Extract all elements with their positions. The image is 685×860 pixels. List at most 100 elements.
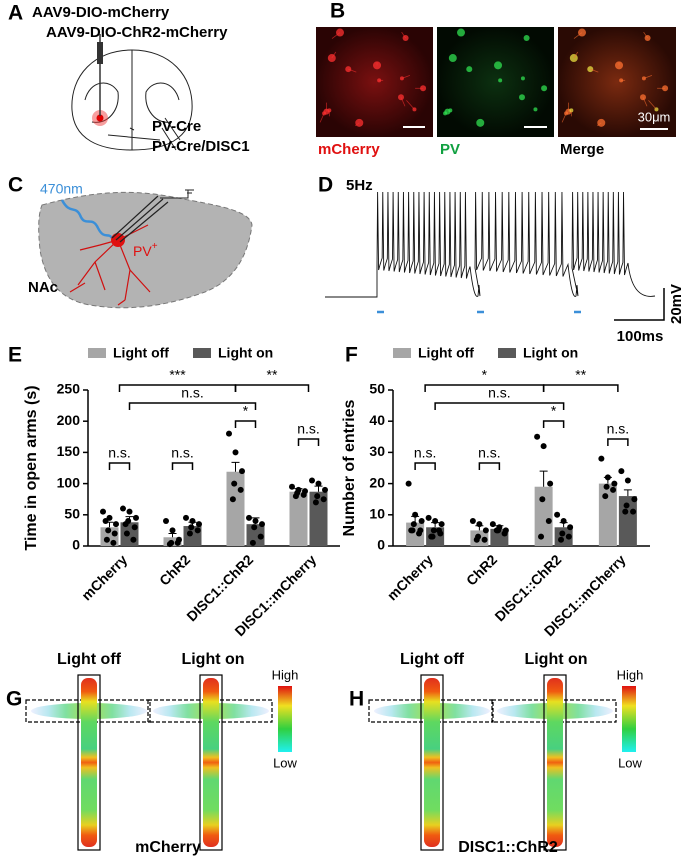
data-point: [292, 493, 299, 500]
panel-label: A: [8, 2, 23, 25]
region-label: NAc: [28, 279, 58, 296]
scale-high: High: [272, 667, 299, 682]
data-point: [194, 527, 201, 534]
cell: [541, 85, 548, 92]
bar: [618, 496, 637, 546]
cell: [520, 76, 525, 81]
significance-bracket: [297, 438, 320, 446]
process: [643, 31, 648, 39]
x-tick-label: mCherry: [78, 551, 130, 603]
injection-site: [96, 114, 104, 122]
time-scale: 100ms: [617, 328, 664, 345]
neuron-dendrites: [69, 224, 151, 306]
data-point: [425, 514, 432, 521]
light-fiber: [60, 199, 114, 239]
data-point: [239, 468, 245, 475]
data-point: [131, 524, 138, 531]
significance-label: **: [575, 367, 586, 383]
data-point: [169, 527, 176, 534]
data-point: [133, 514, 139, 521]
heat-vertical: [203, 678, 219, 847]
data-point: [300, 491, 307, 498]
bar: [598, 483, 617, 546]
data-point: [610, 486, 617, 493]
significance-label: n.s.: [478, 445, 501, 461]
data-point: [322, 486, 328, 493]
significance-bracket: [108, 462, 131, 470]
data-point: [189, 518, 196, 525]
process: [406, 100, 415, 110]
data-point: [163, 518, 169, 525]
data-point: [418, 518, 425, 525]
significance-label: n.s.: [181, 385, 204, 401]
data-point: [174, 539, 181, 546]
data-point: [604, 474, 611, 481]
process: [597, 122, 602, 127]
data-point: [166, 541, 173, 548]
legend-swatch: [88, 348, 106, 358]
significance-bracket: [607, 438, 629, 446]
y-tick-label: 100: [57, 474, 81, 490]
data-point: [603, 483, 610, 490]
significance-label: n.s.: [108, 445, 131, 461]
process: [319, 113, 325, 123]
data-point: [100, 508, 106, 515]
data-point: [186, 530, 193, 537]
data-point: [315, 480, 322, 487]
significance-label: n.s.: [607, 421, 630, 437]
data-point: [412, 511, 419, 518]
data-point: [252, 518, 259, 525]
data-point: [188, 524, 195, 531]
data-point: [545, 518, 552, 525]
cell: [533, 107, 538, 112]
data-point: [309, 477, 315, 484]
cell: [456, 28, 465, 37]
virus-label: AAV9-DIO-mCherry: [32, 4, 170, 21]
data-point: [540, 443, 547, 450]
data-point: [405, 480, 412, 487]
significance-label: *: [243, 403, 249, 419]
y-tick-label: 150: [57, 443, 81, 459]
data-point: [102, 518, 109, 525]
cell: [523, 35, 530, 42]
data-point: [196, 521, 202, 528]
closed-arm-frame: [77, 674, 101, 851]
data-point: [432, 518, 439, 525]
data-point: [501, 530, 508, 537]
scale-high: High: [617, 667, 644, 682]
process: [401, 75, 411, 79]
x-tick-label: ChR2: [463, 551, 500, 588]
micrograph: [558, 27, 676, 137]
error-bar: [231, 461, 240, 472]
cell: [448, 54, 457, 63]
cell: [519, 94, 526, 101]
image-label: Merge: [560, 141, 604, 158]
y-tick-label: 250: [57, 381, 81, 397]
data-point: [259, 521, 265, 528]
virus-label: AAV9-DIO-ChR2-mCherry: [46, 24, 228, 41]
data-point: [558, 536, 565, 543]
data-point: [436, 527, 443, 534]
legend-label: Light on: [218, 345, 273, 361]
striatum: [145, 82, 180, 123]
pointer: [161, 117, 181, 151]
data-point: [476, 521, 483, 528]
data-point: [105, 527, 112, 534]
mouse-label: PV-Cre/DISC1: [152, 138, 250, 155]
data-point: [103, 536, 110, 543]
bar: [534, 486, 553, 546]
heat-vertical: [81, 678, 97, 847]
error-bar: [314, 485, 323, 492]
process: [355, 122, 360, 127]
panel-label: B: [330, 0, 345, 23]
legend-swatch: [193, 348, 211, 358]
process: [643, 75, 653, 79]
data-point: [560, 518, 567, 525]
significance-label: n.s.: [297, 421, 320, 437]
y-tick-label: 200: [57, 412, 81, 428]
data-point: [539, 496, 546, 503]
data-point: [408, 527, 415, 534]
condition-label: Light on: [524, 651, 587, 668]
